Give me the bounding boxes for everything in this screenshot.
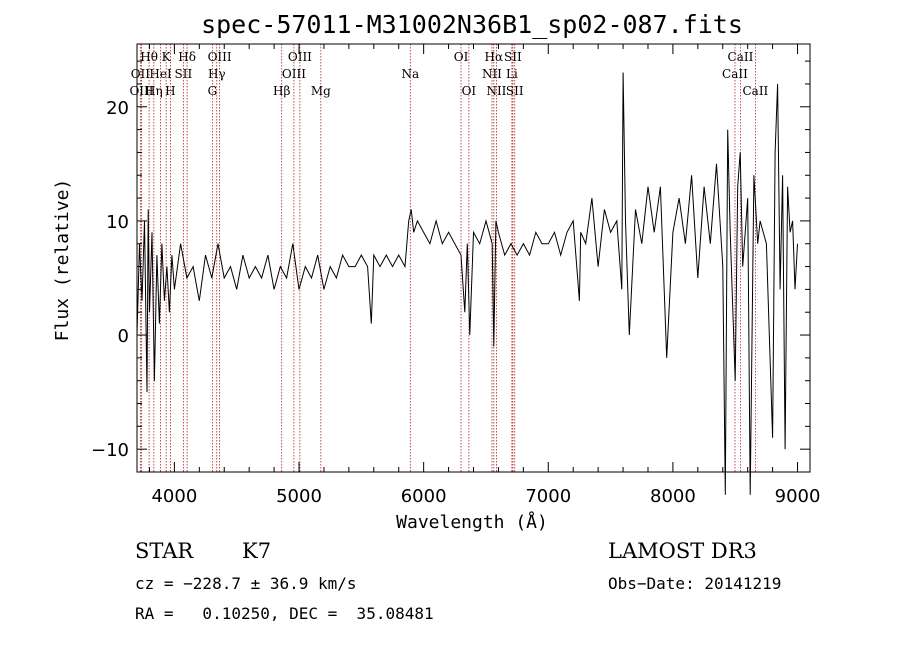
object-class: STAR bbox=[135, 539, 194, 563]
x-tick-label: 4000 bbox=[151, 486, 197, 507]
x-tick-label: 8000 bbox=[650, 486, 696, 507]
y-tick-label: 10 bbox=[106, 212, 129, 233]
spectral-line-label: Hδ bbox=[178, 50, 196, 64]
ra-dec: RA = 0.10250, DEC = 35.08481 bbox=[135, 604, 434, 623]
x-axis-label: Wavelength (Å) bbox=[396, 511, 548, 533]
survey-name: LAMOST DR3 bbox=[608, 539, 757, 563]
spectral-line-label: Hη bbox=[145, 84, 163, 98]
spectral-line-label: SII bbox=[506, 84, 524, 98]
spectral-line-label: Na bbox=[401, 67, 419, 81]
spectral-line-label: SII bbox=[504, 50, 522, 64]
y-tick-label: −10 bbox=[91, 440, 129, 461]
spectral-line-label: Hβ bbox=[273, 84, 290, 98]
spectral-line-label: Li bbox=[506, 67, 518, 81]
spectral-line-label: Mg bbox=[311, 84, 331, 98]
y-tick-label: 0 bbox=[118, 326, 129, 347]
x-tick-label: 6000 bbox=[401, 486, 447, 507]
spectral-line-label: SII bbox=[175, 67, 193, 81]
spectral-line-label: OIII bbox=[129, 84, 153, 98]
spectral-line-label: Hα bbox=[485, 50, 504, 64]
observation-date: Obs−Date: 20141219 bbox=[608, 574, 782, 593]
y-axis-label: Flux (relative) bbox=[52, 179, 73, 342]
y-tick-label: 20 bbox=[106, 98, 129, 119]
x-tick-label: 5000 bbox=[276, 486, 322, 507]
spectral-line-label: Hθ bbox=[140, 50, 158, 64]
plot-frame bbox=[136, 43, 811, 473]
spectral-line-label: Hγ bbox=[208, 67, 226, 81]
x-axis-ticks: 4000 5000 6000 7000 8000 9000 bbox=[148, 44, 821, 507]
series-line bbox=[136, 72, 798, 495]
spectral-line-label: OI bbox=[462, 84, 477, 98]
spectral-line-label: NII bbox=[486, 84, 506, 98]
spectral-line-label: K bbox=[162, 50, 172, 64]
object-subclass: K7 bbox=[242, 539, 272, 563]
x-tick-label: 9000 bbox=[775, 486, 821, 507]
y-axis-ticks: −10 0 10 20 bbox=[91, 60, 810, 461]
spectral-line-label: OI bbox=[454, 50, 469, 64]
spectral-line-label: OIII bbox=[282, 67, 306, 81]
spectral-line-label: NII bbox=[482, 67, 502, 81]
spectral-line-label: CaII bbox=[742, 84, 768, 98]
chart-title: spec-57011-M31002N36B1_sp02-087.fits bbox=[201, 10, 743, 39]
redshift-cz: cz = −228.7 ± 36.9 km/s bbox=[135, 574, 357, 593]
spectral-line-label: H bbox=[165, 84, 175, 98]
spectral-line-label: G bbox=[208, 84, 218, 98]
spectral-line-label: HeI bbox=[149, 67, 172, 81]
spectral-line-label: CaII bbox=[722, 67, 748, 81]
spectral-line-label: OII bbox=[131, 67, 151, 81]
spectral-line-label: CaII bbox=[728, 50, 754, 64]
x-tick-label: 7000 bbox=[525, 486, 571, 507]
spectral-line-label: OIII bbox=[208, 50, 232, 64]
spectral-line-label: OIII bbox=[288, 50, 312, 64]
